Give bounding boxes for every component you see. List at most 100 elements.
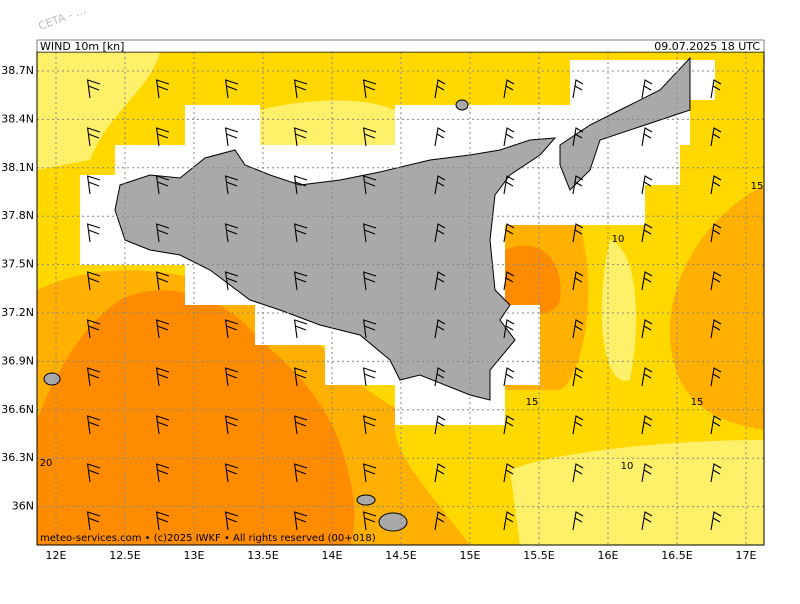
wind-barb: [86, 223, 101, 243]
wind-barb: [434, 463, 446, 483]
wind-barb: [641, 223, 653, 243]
lon-label: 12.5E: [109, 549, 140, 562]
wind-barb: [293, 271, 308, 291]
wind-barb: [710, 367, 722, 387]
wind-barb: [572, 223, 584, 243]
map-area: [37, 52, 764, 545]
lon-label: 14.5E: [385, 549, 416, 562]
lon-label: 14E: [322, 549, 343, 562]
wind-barb: [572, 175, 584, 195]
contour-label: 15: [526, 397, 539, 408]
wind-barb: [155, 511, 170, 531]
wind-barb: [710, 415, 722, 435]
header-bar: [36, 39, 765, 53]
header-title: WIND 10m [kn]: [40, 40, 124, 53]
lon-label: 17E: [736, 549, 757, 562]
wind-barb: [503, 223, 515, 243]
wind-barb: [155, 463, 170, 483]
lat-label: 36.9N: [1, 354, 34, 367]
wind-barb: [155, 79, 170, 99]
lat-label: 38.7N: [1, 64, 34, 77]
wind-barb: [224, 223, 239, 243]
wind-barb: [362, 367, 377, 387]
contour-label: 15: [691, 397, 704, 408]
wind-barb: [710, 79, 722, 99]
wind-barb: [293, 79, 308, 99]
wind-barb: [293, 175, 308, 195]
lat-label: 38.4N: [1, 112, 34, 125]
wind-barb: [362, 319, 377, 339]
wind-barb: [710, 463, 722, 483]
lat-label: 36.3N: [1, 451, 34, 464]
wind-barb: [572, 271, 584, 291]
wind-barb: [641, 175, 653, 195]
lon-label: 12E: [46, 549, 67, 562]
wind-barb: [362, 127, 377, 147]
wind-barb: [710, 223, 722, 243]
wind-barb: [434, 175, 446, 195]
wind-barb: [224, 463, 239, 483]
contour-label: 10: [612, 234, 625, 245]
footer: meteo-services.com • (c)2025 IWKF • All …: [40, 533, 376, 544]
wind-barb: [224, 79, 239, 99]
lon-label: 15.5E: [523, 549, 554, 562]
wind-barb: [293, 223, 308, 243]
wind-barb: [86, 79, 101, 99]
wind-barb: [293, 511, 308, 531]
wind-barb: [572, 463, 584, 483]
wind-barb: [362, 463, 377, 483]
wind-barb: [503, 415, 515, 435]
wind-barb: [362, 223, 377, 243]
wind-barb: [155, 223, 170, 243]
wind-barb: [710, 127, 722, 147]
wind-barb: [155, 367, 170, 387]
wind-barb: [641, 463, 653, 483]
wind-barb: [434, 319, 446, 339]
wind-barb: [641, 79, 653, 99]
contour-label: 15: [751, 181, 764, 192]
wind-barb: [155, 319, 170, 339]
wind-barb: [224, 271, 239, 291]
wind-barb: [434, 415, 446, 435]
wind-barb: [434, 271, 446, 291]
wind-barb: [224, 127, 239, 147]
wind-barb: [155, 271, 170, 291]
lon-label: 15E: [460, 549, 481, 562]
lat-label: 37.8N: [1, 209, 34, 222]
contour-label: 20: [40, 458, 53, 469]
lat-label: 37.2N: [1, 306, 34, 319]
wind-barb: [503, 271, 515, 291]
wind-barb: [434, 223, 446, 243]
watermark: CETA - ...: [37, 4, 88, 33]
wind-barb: [224, 319, 239, 339]
wind-barb: [293, 367, 308, 387]
wind-barb: [572, 127, 584, 147]
wind-barb: [503, 79, 515, 99]
wind-barbs: [86, 79, 722, 531]
wind-barb: [503, 511, 515, 531]
wind-barb: [86, 415, 101, 435]
wind-barb: [641, 367, 653, 387]
wind-barb: [86, 463, 101, 483]
lon-label: 13.5E: [247, 549, 278, 562]
wind-barb: [641, 271, 653, 291]
lat-label: 36.6N: [1, 403, 34, 416]
wind-barb: [503, 175, 515, 195]
wind-barb: [572, 79, 584, 99]
wind-barb: [224, 367, 239, 387]
wind-barb: [434, 367, 446, 387]
wind-barb: [86, 175, 101, 195]
wind-barb: [362, 511, 377, 531]
wind-barb: [293, 463, 308, 483]
wind-barb: [86, 367, 101, 387]
lon-label: 16.5E: [661, 549, 692, 562]
wind-barb: [641, 415, 653, 435]
wind-barb: [503, 463, 515, 483]
wind-barb: [155, 175, 170, 195]
wind-barb: [641, 511, 653, 531]
header-date: 09.07.2025 18 UTC: [654, 40, 760, 53]
wind-barb: [434, 127, 446, 147]
wind-barb: [572, 367, 584, 387]
wind-barb: [293, 415, 308, 435]
